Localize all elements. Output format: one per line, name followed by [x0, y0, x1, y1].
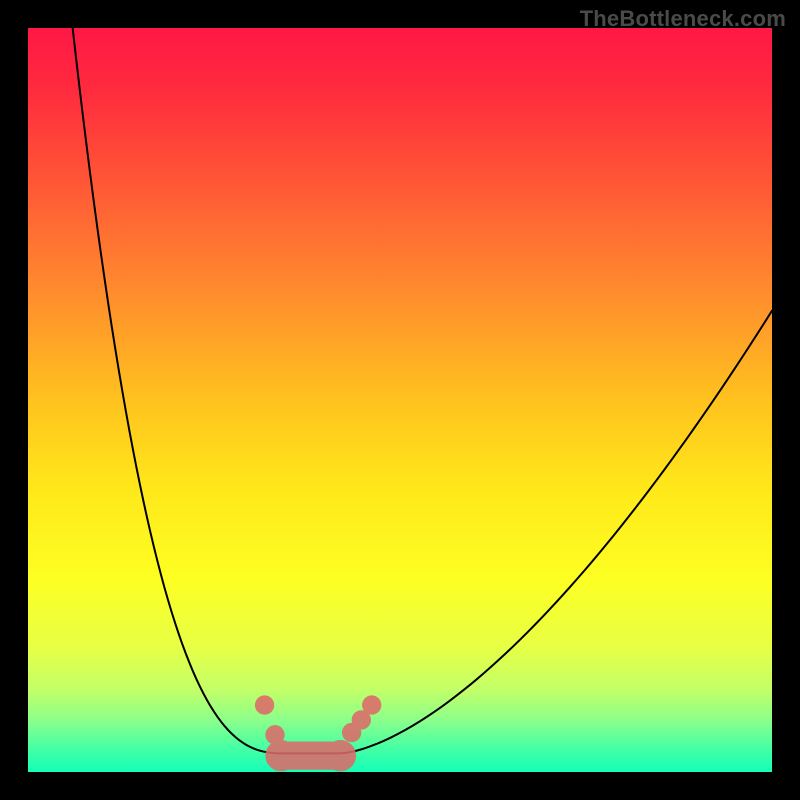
watermark-text: TheBottleneck.com: [580, 6, 786, 32]
trough-end-dot: [325, 740, 356, 771]
chart-container: TheBottleneck.com: [0, 0, 800, 800]
curve-marker-dot: [265, 725, 284, 744]
curve-marker-dot: [362, 695, 381, 714]
trough-end-dot: [265, 740, 296, 771]
bottleneck-curve-chart: [0, 0, 800, 800]
curve-marker-dot: [255, 695, 274, 714]
plot-background: [28, 28, 772, 772]
